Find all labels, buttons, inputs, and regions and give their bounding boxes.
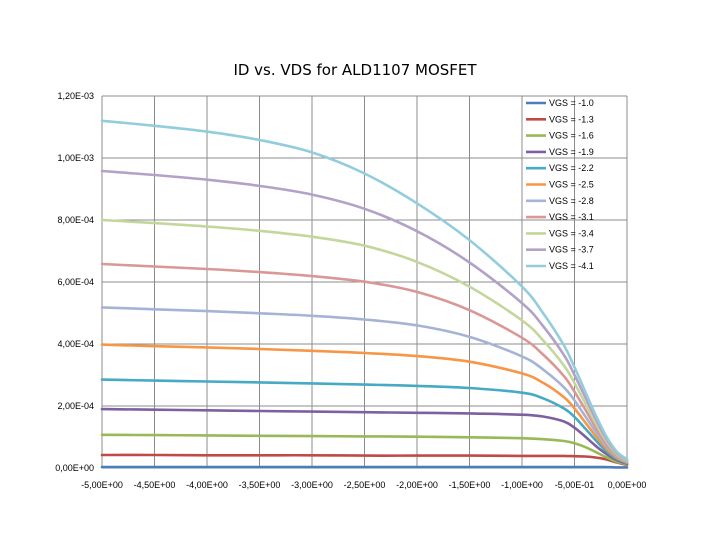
x-tick-label: -5,00E+00 — [81, 480, 123, 490]
legend-entry: VGS = -1.0 — [549, 98, 594, 108]
x-tick-label: -4,00E+00 — [186, 480, 228, 490]
x-tick-label: -4,50E+00 — [134, 480, 176, 490]
legend-entry: VGS = -2.2 — [549, 163, 594, 173]
y-tick-label: 1,00E-03 — [57, 153, 94, 163]
legend-entry: VGS = -3.7 — [549, 245, 594, 255]
x-tick-label: -5,00E-01 — [555, 480, 595, 490]
y-tick-label: 0,00E+00 — [55, 463, 94, 473]
x-axis-ticks: -5,00E+00 -4,50E+00 -4,00E+00 -3,50E+00 -3,0… — [81, 480, 646, 490]
series-line-3 — [100, 433, 629, 466]
y-axis-ticks: 0,00E+00 2,00E-04 4,00E-04 6,00E-04 8,00E-04… — [55, 91, 94, 473]
y-tick-label: 1,20E-03 — [57, 91, 94, 101]
legend-entry: VGS = -1.9 — [549, 147, 594, 157]
y-tick-label: 4,00E-04 — [57, 339, 94, 349]
x-tick-label: -1,00E+00 — [501, 480, 543, 490]
series-line-10 — [100, 169, 629, 462]
y-tick-label: 6,00E-04 — [57, 277, 94, 287]
legend-entry: VGS = -2.5 — [549, 180, 594, 190]
series-line-4 — [100, 407, 629, 465]
series-line-9 — [100, 218, 629, 462]
y-tick-label: 2,00E-04 — [57, 401, 94, 411]
legend-entry: VGS = -1.3 — [549, 114, 594, 124]
series-line-8 — [100, 262, 629, 463]
series-line-7 — [100, 306, 629, 464]
y-tick-label: 8,00E-04 — [57, 215, 94, 225]
series-lines — [100, 119, 629, 469]
series-line-11 — [100, 119, 629, 461]
x-tick-label: -2,00E+00 — [396, 480, 438, 490]
chart-title: ID vs. VDS for ALD1107 MOSFET — [233, 61, 477, 79]
series-line-2 — [100, 453, 629, 467]
x-tick-label: -3,50E+00 — [239, 480, 281, 490]
x-tick-label: 0,00E+00 — [608, 480, 647, 490]
x-tick-label: -3,00E+00 — [291, 480, 333, 490]
series-line-6 — [100, 343, 629, 464]
x-tick-label: -1,50E+00 — [449, 480, 491, 490]
legend-entry: VGS = -4.1 — [549, 261, 594, 271]
legend-entry: VGS = -1.6 — [549, 131, 594, 141]
legend-entry: VGS = -2.8 — [549, 196, 594, 206]
legend: VGS = -1.0 VGS = -1.3 VGS = -1.6 VGS = -1.9… — [526, 98, 594, 271]
series-line-5 — [100, 378, 629, 465]
legend-entry: VGS = -3.4 — [549, 228, 594, 238]
x-tick-label: -2,50E+00 — [344, 480, 386, 490]
legend-entry: VGS = -3.1 — [549, 212, 594, 222]
